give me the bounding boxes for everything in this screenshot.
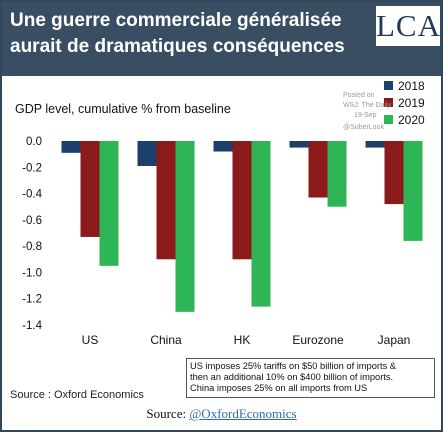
- bar-us-2018: [61, 141, 81, 153]
- x-category-label: Japan: [378, 333, 411, 347]
- x-category-label: Eurozone: [292, 333, 344, 347]
- y-tick-label: -0.4: [22, 189, 42, 201]
- legend-swatch-2019: [384, 98, 393, 107]
- watermark-line-4: @SoberLook: [343, 124, 384, 131]
- bar-japan-2020: [403, 141, 423, 241]
- bar-us-2019: [80, 141, 100, 237]
- bar-eurozone-2019: [308, 141, 328, 198]
- x-category-label: HK: [234, 333, 251, 347]
- chart-area: GDP level, cumulative % from baseline 0.…: [2, 76, 441, 406]
- y-tick-label: -1.2: [22, 294, 42, 306]
- bar-hk-2020: [251, 141, 271, 307]
- y-tick-label: -1.4: [22, 320, 42, 332]
- x-axis: US China HK Eurozone Japan: [82, 333, 411, 347]
- note-line-1: US imposes 25% tariffs on $50 billion of…: [190, 361, 397, 371]
- header-banner: Une guerre commerciale généralisée aurai…: [2, 2, 441, 76]
- bar-china-2019: [156, 141, 176, 260]
- tariff-note-box: US imposes 25% tariffs on $50 billion of…: [186, 358, 435, 398]
- y-tick-label: -0.6: [22, 215, 42, 227]
- bar-japan-2018: [365, 141, 385, 148]
- legend-label-2019: 2019: [398, 96, 425, 110]
- note-line-2: then an additional 10% on $400 billion o…: [190, 372, 394, 382]
- y-tick-label: -1.0: [22, 267, 42, 279]
- y-tick-label: -0.8: [22, 241, 42, 253]
- chart-source: Source : Oxford Economics: [10, 389, 144, 401]
- bars-group: [61, 141, 423, 312]
- oxford-economics-link[interactable]: @OxfordEconomics: [189, 406, 297, 421]
- watermark-line-1: Posted on: [343, 92, 375, 99]
- bar-eurozone-2018: [289, 141, 309, 148]
- bar-china-2020: [175, 141, 195, 312]
- bar-hk-2018: [213, 141, 233, 152]
- title-line-2: aurait de dramatiques conséquences: [10, 36, 345, 57]
- chart-title: GDP level, cumulative % from baseline: [15, 102, 231, 116]
- bar-hk-2019: [232, 141, 252, 260]
- bar-eurozone-2020: [327, 141, 347, 207]
- x-category-label: US: [82, 333, 99, 347]
- legend-label-2020: 2020: [398, 113, 425, 127]
- legend-swatch-2018: [384, 81, 393, 90]
- footer-source: Source: @OxfordEconomics: [0, 406, 443, 422]
- x-category-label: China: [150, 333, 182, 347]
- legend: 2018 2019 2020: [384, 79, 425, 127]
- legend-swatch-2020: [384, 115, 393, 124]
- title-line-1: Une guerre commerciale généralisée: [10, 10, 342, 31]
- y-tick-label: 0.0: [26, 136, 42, 148]
- bar-chart: GDP level, cumulative % from baseline 0.…: [15, 79, 425, 347]
- watermark-line-2: WSJ: The Daily: [343, 102, 392, 109]
- bar-china-2018: [137, 141, 157, 166]
- y-axis: 0.0 -0.2 -0.4 -0.6 -0.8 -1.0 -1.2 -1.4: [22, 136, 42, 332]
- legend-label-2018: 2018: [398, 79, 425, 93]
- footer-source-prefix: Source:: [146, 406, 190, 421]
- bar-us-2020: [99, 141, 119, 266]
- bar-japan-2019: [384, 141, 404, 205]
- note-line-3: China imposes 25% on all imports from US: [190, 383, 368, 393]
- watermark-line-3: 19-Sep: [354, 112, 377, 119]
- lca-logo: LCA: [376, 6, 440, 46]
- y-tick-label: -0.2: [22, 162, 42, 174]
